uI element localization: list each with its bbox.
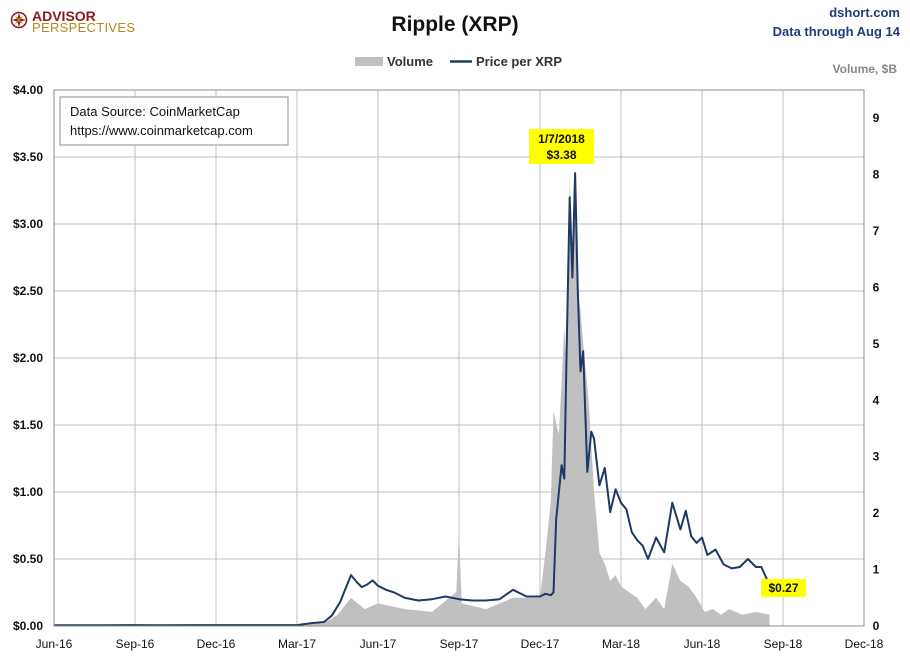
note-box [59,96,289,146]
x-tick-label-7: Mar-18 [602,637,640,651]
y2-tick-label-7: 7 [873,224,880,238]
y2-tick-label-9: 9 [873,111,880,125]
y-axis-ticks: $0.00 $0.50 $1.00 $1.50 $2.00 $2.50 $3.00 $3.50… [13,83,43,633]
y-tick-label-1: $0.50 [13,552,43,566]
x-tick-label-6: Dec-17 [521,637,560,651]
y-tick-label-6: $3.00 [13,217,43,231]
note-line-1: Data Source: CoinMarketCap [70,104,240,119]
peak-callout-box [529,129,594,164]
note-line-2: https://www.coinmarketcap.com [70,123,253,138]
logo-text-top: ADVISOR [32,8,96,24]
x-axis-ticks: Jun-16 Sep-16 Dec-16 Mar-17 Jun-17 Sep-17 Dec-… [36,637,884,651]
y-tick-label-4: $2.00 [13,351,43,365]
last-value-label: $0.27 [768,581,798,595]
peak-value-label: $3.38 [546,148,576,162]
y2-axis-ticks: 0 1 2 3 4 5 6 7 8 9 [873,111,880,633]
volume-area [54,174,770,626]
x-tick-label-9: Sep-18 [764,637,803,651]
y2-tick-label-6: 6 [873,280,880,294]
x-tick-label-0: Jun-16 [36,637,73,651]
data-source-note: Data Source: CoinMarketCap https://www.c… [59,96,289,146]
source-site: dshort.com [829,5,900,20]
y-tick-label-7: $3.50 [13,150,43,164]
y-tick-label-3: $1.50 [13,418,43,432]
price-series [54,172,771,627]
x-tick-label-10: Dec-18 [845,637,884,651]
y2-tick-label-5: 5 [873,337,880,351]
last-callout-box [761,579,806,597]
y-tick-label-5: $2.50 [13,284,43,298]
axes [53,89,865,627]
y2-tick-label-0: 0 [873,619,880,633]
data-through: Data through Aug 14 [773,24,901,39]
legend-volume-label: Volume [387,54,433,69]
x-tick-label-5: Sep-17 [440,637,479,651]
y2-tick-label-1: 1 [873,563,880,577]
y2-tick-label-3: 3 [873,450,880,464]
legend: Volume Price per XRP [355,54,562,69]
y2-tick-label-2: 2 [873,506,880,520]
y2-axis-title: Volume, $B [833,62,898,76]
logo-text-bottom: PERSPECTIVES [32,20,135,35]
y2-tick-label-4: 4 [873,393,880,407]
x-tick-label-8: Jun-18 [684,637,721,651]
chart-title: Ripple (XRP) [391,13,518,36]
x-tick-label-2: Dec-16 [197,637,236,651]
last-callout: $0.27 [761,579,806,597]
logo-emblem-icon [10,11,28,29]
x-tick-label-1: Sep-16 [116,637,155,651]
y2-tick-label-8: 8 [873,168,880,182]
legend-price-label: Price per XRP [476,54,562,69]
y-tick-label-2: $1.00 [13,485,43,499]
price-line [54,172,771,627]
plot-frame [53,89,865,627]
y-tick-label-0: $0.00 [13,619,43,633]
x-tick-label-4: Jun-17 [360,637,397,651]
volume-series [54,174,770,626]
peak-callout: 1/7/2018 $3.38 [529,129,594,164]
advisor-perspectives-logo: ADVISOR PERSPECTIVES [10,8,135,35]
y-tick-label-8: $4.00 [13,83,43,97]
peak-date-label: 1/7/2018 [538,132,585,146]
legend-volume-swatch [355,57,383,66]
x-tick-label-3: Mar-17 [278,637,316,651]
